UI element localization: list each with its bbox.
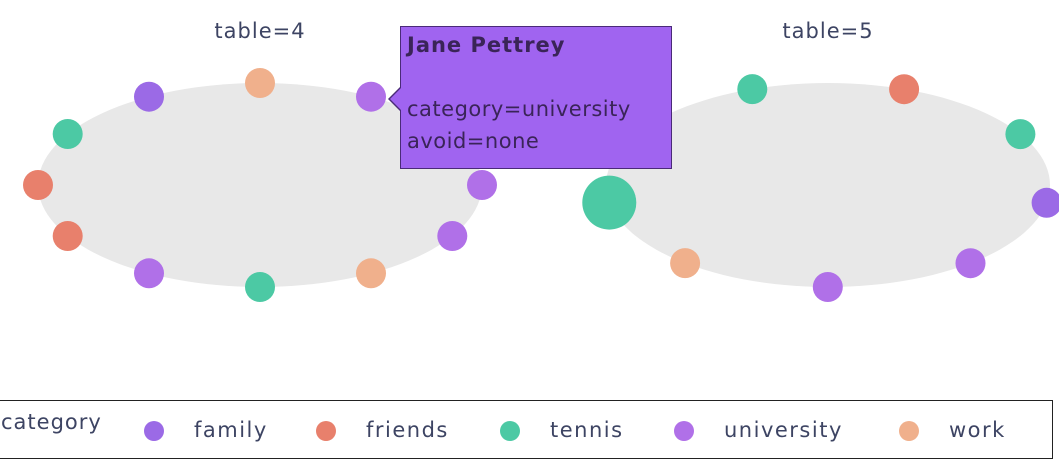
guest-marker-work[interactable] [670,248,700,278]
guest-marker-friends[interactable] [889,74,919,104]
tooltip-category: category=university [407,93,671,125]
guest-marker-work[interactable] [245,68,275,98]
guest-marker-friends[interactable] [53,221,83,251]
guest-marker-work[interactable] [356,258,386,288]
hover-tooltip: Jane Pettrey category=university avoid=n… [400,26,672,169]
tooltip-guest-name: Jane Pettrey [407,33,671,93]
legend-marker-friends [316,421,336,441]
legend-label: university [724,418,843,442]
guest-marker-university[interactable] [467,170,497,200]
legend-label: friends [366,418,449,442]
guest-marker-friends[interactable] [23,170,53,200]
legend-marker-work [899,421,919,441]
guest-marker-family[interactable] [134,82,164,112]
legend-label: family [194,418,268,442]
guest-marker-university[interactable] [437,221,467,251]
legend-marker-tennis [500,421,520,441]
guest-marker-tennis[interactable] [737,74,767,104]
guest-marker-university[interactable] [956,248,986,278]
legend-marker-university [674,421,694,441]
legend: category family friends tennis universit… [0,400,1053,459]
facet-title: table=4 [214,19,305,43]
legend-label: work [949,418,1006,442]
guest-marker-university[interactable] [134,258,164,288]
guest-marker-tennis[interactable] [1005,119,1035,149]
guest-marker-university[interactable] [356,82,386,112]
legend-marker-family [144,421,164,441]
guest-marker-tennis[interactable] [53,119,83,149]
tooltip-avoid: avoid=none [407,125,671,157]
guest-marker-tennis[interactable] [245,272,275,302]
guest-marker-tennis[interactable] [582,176,636,230]
facet-title: table=5 [782,19,873,43]
legend-title: category [1,410,102,434]
guest-marker-university[interactable] [813,272,843,302]
legend-label: tennis [550,418,624,442]
